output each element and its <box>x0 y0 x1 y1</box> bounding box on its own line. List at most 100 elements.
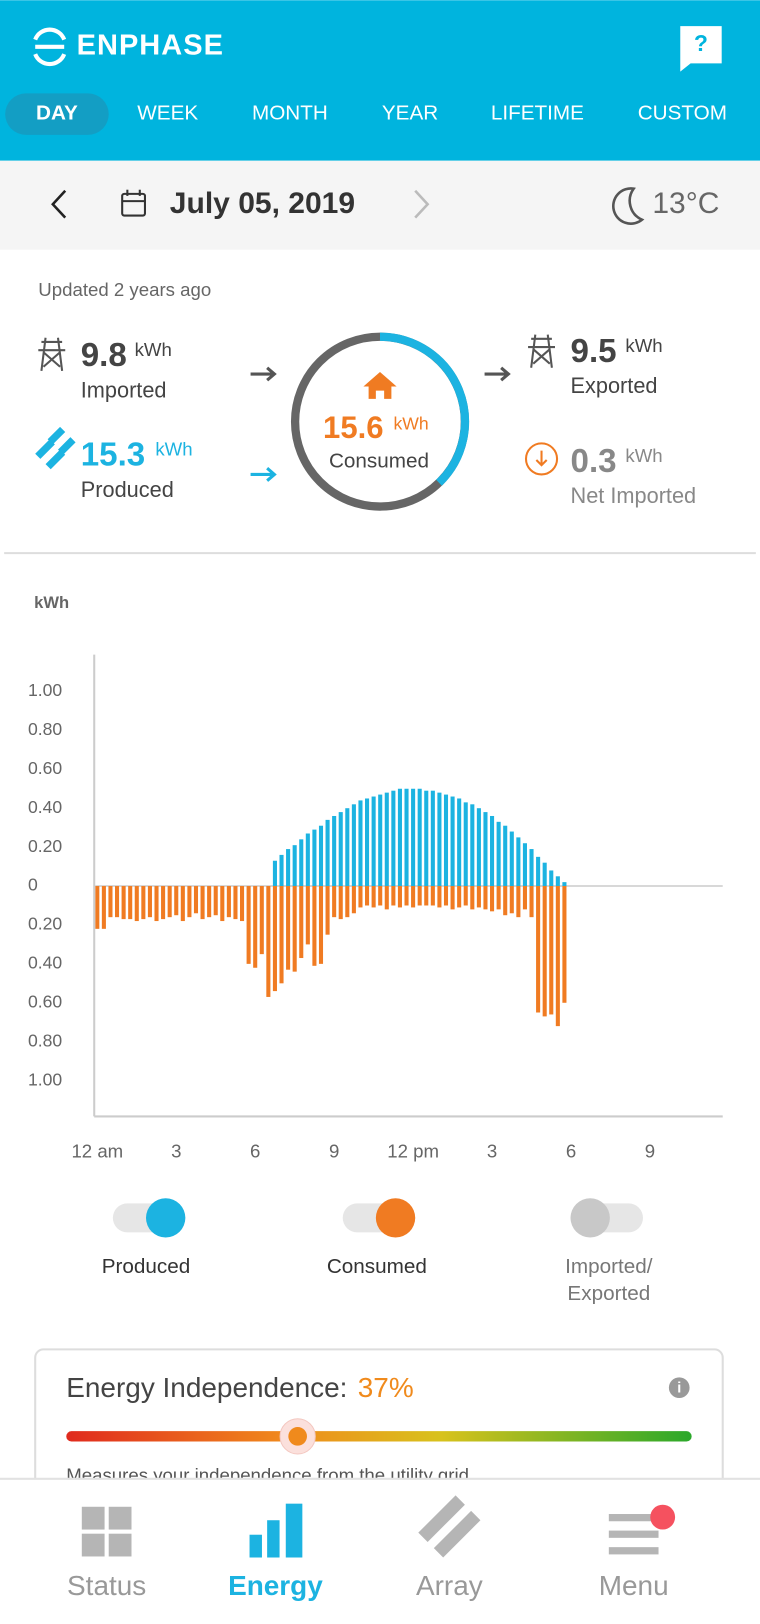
bar <box>365 798 370 887</box>
bar <box>292 886 297 972</box>
bar <box>397 788 402 887</box>
x-tick-label: 6 <box>250 1141 260 1162</box>
bar <box>503 886 508 916</box>
bar <box>253 886 258 968</box>
bar <box>549 886 554 1015</box>
toggle-imported-exported[interactable] <box>570 1198 643 1238</box>
bar <box>318 886 324 964</box>
x-tick-label: 6 <box>566 1141 576 1162</box>
nav-item[interactable]: Menu <box>599 1570 669 1601</box>
x-tick-label: 9 <box>329 1141 339 1162</box>
y-tick-label: 0.20 <box>28 914 62 934</box>
bar <box>516 837 521 887</box>
energy-icon <box>249 1503 303 1558</box>
bar <box>555 876 560 887</box>
produced-unit: kWh <box>155 439 192 460</box>
y-tick-label: 1.00 <box>28 680 62 700</box>
toggle-produced[interactable] <box>112 1198 186 1238</box>
bar <box>207 886 212 918</box>
solar-icon <box>35 426 76 470</box>
bar <box>384 886 389 910</box>
calendar-icon <box>121 189 146 217</box>
bar <box>128 886 133 920</box>
info-icon[interactable] <box>668 1377 690 1399</box>
bar <box>443 886 449 906</box>
bar <box>233 886 238 920</box>
tab[interactable]: DAY <box>36 102 78 125</box>
tab[interactable]: CUSTOM <box>638 102 727 125</box>
prev-button[interactable] <box>51 189 67 219</box>
x-tick-label: 9 <box>645 1141 655 1162</box>
bar <box>430 886 435 906</box>
date-bar <box>0 160 760 250</box>
bar <box>496 886 501 910</box>
bar <box>391 790 396 887</box>
toggle-consumed[interactable] <box>342 1198 416 1238</box>
help-icon: ? <box>694 30 708 56</box>
y-tick-label: 0.60 <box>28 758 62 778</box>
bar <box>299 886 304 959</box>
menu-icon <box>608 1504 676 1555</box>
help-button[interactable] <box>680 26 722 72</box>
bar <box>483 886 488 910</box>
tab[interactable]: MONTH <box>252 102 328 125</box>
independence-description: Measures your independence from the util… <box>66 1465 469 1486</box>
temperature: 13°C <box>652 187 719 220</box>
logo <box>33 27 67 67</box>
toggle-label: Exported <box>567 1282 650 1305</box>
nav-item[interactable]: Energy <box>228 1570 323 1601</box>
exported-label: Exported <box>571 373 658 398</box>
bar <box>272 860 277 887</box>
bar <box>503 825 508 887</box>
array-icon <box>418 1495 481 1558</box>
bar <box>437 792 442 887</box>
bar <box>167 886 172 918</box>
tab[interactable]: LIFETIME <box>491 102 584 125</box>
bar <box>338 812 343 887</box>
ring-produced-arc <box>379 332 470 486</box>
nav-item[interactable]: Array <box>416 1570 483 1601</box>
bar <box>536 886 541 1013</box>
bar <box>358 800 363 887</box>
bar <box>516 886 521 918</box>
bar <box>95 886 100 929</box>
imported-label: Imported <box>81 377 167 402</box>
bar <box>476 886 481 908</box>
updated: Updated 2 years ago <box>38 279 211 300</box>
y-tick-label: 0.40 <box>28 953 62 973</box>
x-tick-label: 3 <box>487 1141 497 1162</box>
tower-icon <box>38 337 66 372</box>
tab[interactable]: YEAR <box>382 102 438 125</box>
active-tab <box>5 93 109 135</box>
next-button[interactable] <box>414 189 430 219</box>
bar <box>509 831 514 887</box>
bar <box>470 804 475 887</box>
bar <box>555 886 560 1027</box>
bar <box>430 790 435 887</box>
produced-value: 15.3 <box>81 437 145 474</box>
independence-scale <box>66 1431 692 1442</box>
net-unit: kWh <box>625 445 662 466</box>
imported-value: 9.8 <box>81 337 127 374</box>
date: July 05, 2019 <box>170 187 355 220</box>
bar <box>338 886 343 920</box>
bar <box>141 886 146 920</box>
nav-item[interactable]: Status <box>67 1570 146 1601</box>
bar <box>483 812 488 887</box>
exported-unit: kWh <box>625 335 662 356</box>
bar <box>193 886 199 914</box>
bar <box>161 886 166 920</box>
produced-label: Produced <box>81 477 174 502</box>
bar <box>542 862 547 887</box>
bar <box>437 886 442 908</box>
y-tick-label: 0.80 <box>28 719 62 739</box>
consumed-label: Consumed <box>329 449 429 472</box>
tab[interactable]: WEEK <box>137 102 198 125</box>
bar <box>286 886 291 970</box>
independence-label: Energy Independence: <box>66 1372 347 1403</box>
net-icon <box>524 442 559 476</box>
bar <box>470 886 475 910</box>
independence-knob-core <box>288 1427 307 1446</box>
bar <box>450 796 455 887</box>
bar <box>378 886 383 906</box>
